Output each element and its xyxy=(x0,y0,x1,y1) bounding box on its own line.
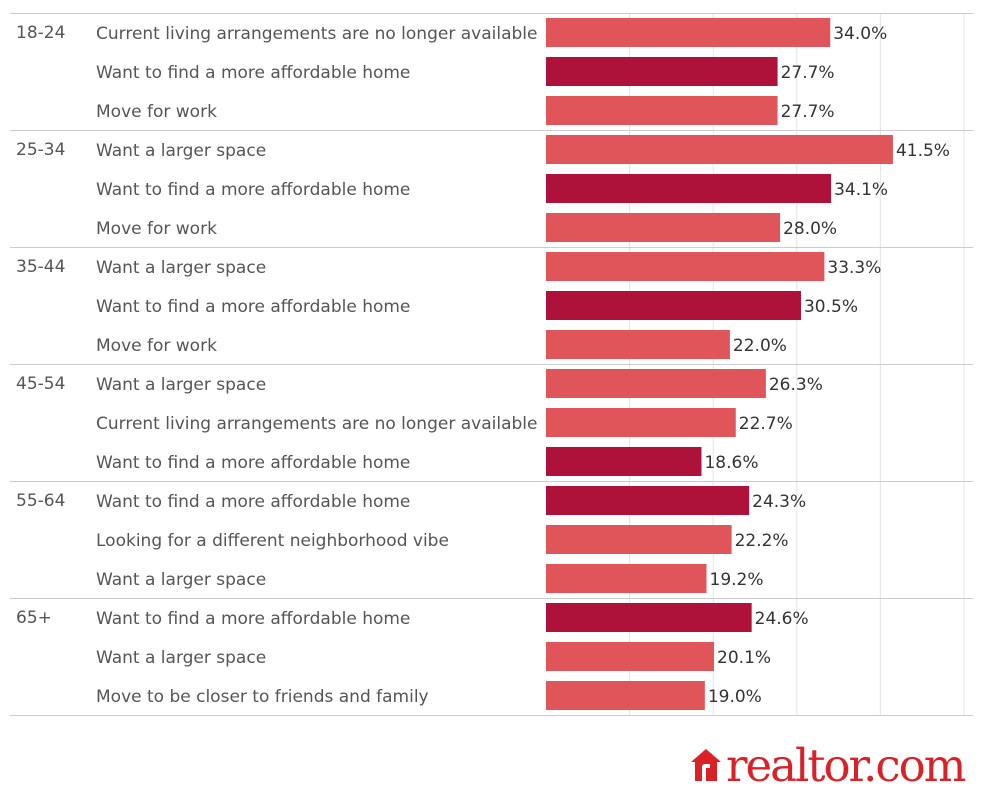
bar xyxy=(546,486,750,515)
bar xyxy=(546,96,778,125)
reason-label: Want a larger space xyxy=(96,141,266,161)
value-label: 33.3% xyxy=(827,258,881,278)
house-icon xyxy=(691,749,721,781)
age-group-label: 65+ xyxy=(16,608,52,628)
reason-label: Move for work xyxy=(96,219,217,239)
value-label: 28.0% xyxy=(783,219,837,239)
bar xyxy=(546,642,715,671)
bar xyxy=(546,174,832,203)
reason-label: Want a larger space xyxy=(96,375,266,395)
reason-label: Current living arrangements are no longe… xyxy=(96,24,537,44)
value-label: 34.1% xyxy=(834,180,888,200)
bar xyxy=(546,291,801,320)
value-label: 26.3% xyxy=(769,375,823,395)
reason-label: Want a larger space xyxy=(96,258,266,278)
value-label: 41.5% xyxy=(896,141,950,161)
bar xyxy=(546,525,732,554)
bar xyxy=(546,564,707,593)
reason-label: Want to find a more affordable home xyxy=(96,180,410,200)
value-label: 24.3% xyxy=(752,492,806,512)
bar xyxy=(546,369,766,398)
realtor-logo: realtor.com xyxy=(690,738,966,792)
bar-chart: 18-24 Current living arrangements are no … xyxy=(10,13,973,716)
age-group-label: 25-34 xyxy=(16,140,65,160)
reason-label: Want to find a more affordable home xyxy=(96,609,410,629)
reason-label: Want to find a more affordable home xyxy=(96,297,410,317)
reason-label: Current living arrangements are no longe… xyxy=(96,414,537,434)
bar xyxy=(546,330,730,359)
reason-label: Want to find a more affordable home xyxy=(96,63,410,83)
reason-label: Move for work xyxy=(96,336,217,356)
bar xyxy=(546,447,702,476)
value-label: 22.7% xyxy=(739,414,793,434)
reason-label: Move for work xyxy=(96,102,217,122)
value-label: 18.6% xyxy=(704,453,758,473)
value-label: 30.5% xyxy=(804,297,858,317)
age-group-label: 45-54 xyxy=(16,374,65,394)
reason-label: Want to find a more affordable home xyxy=(96,492,410,512)
bar xyxy=(546,18,831,47)
bar xyxy=(546,681,705,710)
bar xyxy=(546,603,752,632)
value-label: 34.0% xyxy=(833,24,887,44)
value-label: 19.0% xyxy=(708,687,762,707)
value-label: 22.0% xyxy=(733,336,787,356)
bar xyxy=(546,213,781,242)
reason-label: Looking for a different neighborhood vib… xyxy=(96,531,449,551)
bar xyxy=(546,135,893,164)
reason-label: Want a larger space xyxy=(96,648,266,668)
bar xyxy=(546,252,825,281)
bar xyxy=(546,408,736,437)
age-group-label: 55-64 xyxy=(16,491,65,511)
reason-label: Move to be closer to friends and family xyxy=(96,687,429,707)
value-label: 20.1% xyxy=(717,648,771,668)
bar xyxy=(546,57,778,86)
value-label: 19.2% xyxy=(710,570,764,590)
value-label: 27.7% xyxy=(781,63,835,83)
logo-text: realtor.com xyxy=(726,738,966,792)
age-group-label: 18-24 xyxy=(16,23,65,43)
value-label: 24.6% xyxy=(755,609,809,629)
reason-label: Want to find a more affordable home xyxy=(96,453,410,473)
age-group-label: 35-44 xyxy=(16,257,65,277)
value-label: 22.2% xyxy=(735,531,789,551)
value-label: 27.7% xyxy=(781,102,835,122)
reason-label: Want a larger space xyxy=(96,570,266,590)
